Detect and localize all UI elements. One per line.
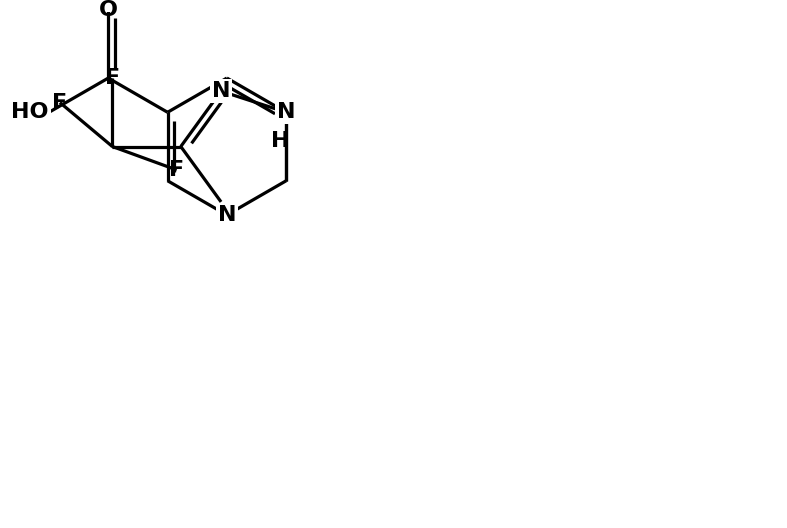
Text: N: N (218, 205, 236, 225)
Text: H: H (272, 131, 290, 151)
Text: F: F (169, 160, 184, 180)
Text: N: N (212, 81, 231, 101)
Text: N: N (277, 102, 295, 122)
Text: F: F (105, 68, 120, 88)
Text: HO: HO (12, 102, 49, 122)
Text: O: O (99, 0, 118, 20)
Text: F: F (52, 92, 68, 112)
